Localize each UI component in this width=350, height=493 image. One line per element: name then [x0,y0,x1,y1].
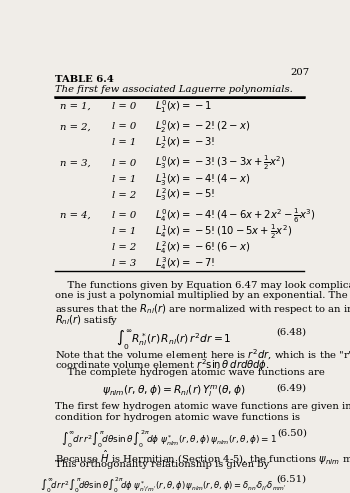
Text: $L_2^0(x) = -2!(2-x)$: $L_2^0(x) = -2!(2-x)$ [155,118,250,135]
Text: n = 2,: n = 2, [60,122,91,131]
Text: $\int_0^{\infty}\! dr\, r^2 \int_0^{\pi}\! d\theta \sin\theta \int_0^{2\pi}\! d\: $\int_0^{\infty}\! dr\, r^2 \int_0^{\pi}… [61,428,276,450]
Text: (6.50): (6.50) [277,428,307,437]
Text: l = 3: l = 3 [112,259,136,268]
Text: $\int_0^{\infty}\! dr\, r^2 \int_0^{\pi}\! d\theta \sin\theta \int_0^{2\pi}\! d\: $\int_0^{\infty}\! dr\, r^2 \int_0^{\pi}… [40,475,287,493]
Text: $L_4^2(x) = -6!(6-x)$: $L_4^2(x) = -6!(6-x)$ [155,239,250,256]
Text: $L_1^0(x) = -1$: $L_1^0(x) = -1$ [155,98,212,115]
Text: $R_{nl}(r)$ satisfy: $R_{nl}(r)$ satisfy [55,313,118,327]
Text: l = 1: l = 1 [112,227,136,236]
Text: coordinate volume element $r^2 \sin\theta\, dr d\theta d\phi$.: coordinate volume element $r^2 \sin\thet… [55,357,270,373]
Text: (6.48): (6.48) [277,328,307,337]
Text: l = 0: l = 0 [112,211,136,220]
Text: $L_4^3(x) = -7!$: $L_4^3(x) = -7!$ [155,255,215,272]
Text: TABLE 6.4: TABLE 6.4 [55,75,113,84]
Text: $\int_0^{\infty} R_{nl}^*(r)\, R_{nl}(r)\, r^2 dr = 1$: $\int_0^{\infty} R_{nl}^*(r)\, R_{nl}(r)… [116,328,232,352]
Text: assures that the $R_{nl}(r)$ are normalized with respect to an integration over : assures that the $R_{nl}(r)$ are normali… [55,302,350,316]
Text: $L_3^1(x) = -4!(4-x)$: $L_3^1(x) = -4!(4-x)$ [155,171,250,187]
Text: Because $\hat{H}$ is Hermitian (Section 4-5), the functions $\psi_{nlm}$ must al: Because $\hat{H}$ is Hermitian (Section … [55,449,350,467]
Text: 207: 207 [290,68,309,77]
Text: l = 2: l = 2 [112,243,136,252]
Text: n = 4,: n = 4, [60,211,91,220]
Text: l = 1: l = 1 [112,138,136,147]
Text: $L_3^0(x) = -3!(3-3x+\frac{1}{2}x^2)$: $L_3^0(x) = -3!(3-3x+\frac{1}{2}x^2)$ [155,154,286,173]
Text: $\psi_{nlm}(r,\theta,\phi) = R_{nl}(r)\, Y_l^m(\theta,\phi)$: $\psi_{nlm}(r,\theta,\phi) = R_{nl}(r)\,… [102,384,246,399]
Text: $L_3^2(x) = -5!$: $L_3^2(x) = -5!$ [155,187,215,204]
Text: l = 0: l = 0 [112,159,136,168]
Text: The first few hydrogen atomic wave functions are given in Table 6.5. The normali: The first few hydrogen atomic wave funct… [55,402,350,411]
Text: The first few associated Laguerre polynomials.: The first few associated Laguerre polyno… [55,85,292,94]
Text: Note that the volume element here is $r^2 dr$, which is the "r" part of the sphe: Note that the volume element here is $r^… [55,347,350,363]
Text: n = 1,: n = 1, [60,102,91,111]
Text: This orthogonality relationship is given by: This orthogonality relationship is given… [55,459,269,469]
Text: (6.51): (6.51) [277,475,307,484]
Text: The complete hydrogen atomic wave functions are: The complete hydrogen atomic wave functi… [55,368,324,377]
Text: $L_2^1(x) = -3!$: $L_2^1(x) = -3!$ [155,134,215,151]
Text: (6.49): (6.49) [277,384,307,392]
Text: n = 3,: n = 3, [60,159,91,168]
Text: one is just a polynomial multiplied by an exponential. The combinatorial factor : one is just a polynomial multiplied by a… [55,291,350,300]
Text: l = 0: l = 0 [112,122,136,131]
Text: l = 0: l = 0 [112,102,136,111]
Text: $L_4^1(x) = -5!(10-5x+\frac{1}{2}x^2)$: $L_4^1(x) = -5!(10-5x+\frac{1}{2}x^2)$ [155,222,292,241]
Text: $L_4^0(x) = -4!(4-6x+2x^2-\frac{1}{6}x^3)$: $L_4^0(x) = -4!(4-6x+2x^2-\frac{1}{6}x^3… [155,207,315,225]
Text: The functions given by Equation 6.47 may look complicated, but notice that each: The functions given by Equation 6.47 may… [55,281,350,290]
Text: l = 1: l = 1 [112,175,136,183]
Text: condition for hydrogen atomic wave functions is: condition for hydrogen atomic wave funct… [55,413,300,422]
Text: l = 2: l = 2 [112,191,136,200]
